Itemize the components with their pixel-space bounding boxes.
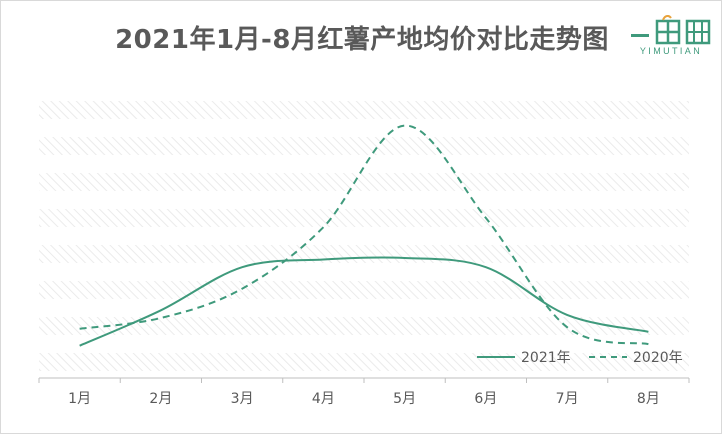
grid-band xyxy=(39,245,689,263)
grid-band xyxy=(39,173,689,191)
x-axis: 1月 2月 3月 4月 5月 6月 7月 8月 xyxy=(38,377,690,407)
grid-band xyxy=(39,101,689,119)
x-tick-label: 6月 xyxy=(474,391,497,407)
logo-text: YIMUTIAN xyxy=(639,46,703,56)
grid-band xyxy=(39,137,689,155)
x-tick-label: 3月 xyxy=(231,391,254,407)
x-tick-label: 5月 xyxy=(393,391,416,407)
x-tick-label: 2月 xyxy=(149,391,172,407)
series-line-2020年 xyxy=(79,124,649,346)
grid-band xyxy=(39,281,689,299)
grid-band xyxy=(39,317,689,335)
series-lines xyxy=(79,124,649,347)
x-tick-label: 8月 xyxy=(637,391,660,407)
yimutian-logo: YIMUTIAN xyxy=(625,14,717,59)
x-tick-label: 4月 xyxy=(312,391,335,407)
x-tick-label: 1月 xyxy=(68,391,91,407)
legend: 2021年 2020年 xyxy=(477,350,683,366)
series-line-2021年 xyxy=(79,256,649,347)
grid-band xyxy=(39,209,689,227)
legend-label: 2020年 xyxy=(633,350,683,366)
chart-title: 2021年1月-8月红薯产地均价对比走势图 xyxy=(115,25,609,55)
x-tick-label: 7月 xyxy=(556,391,579,407)
logo-mark-icon xyxy=(631,14,711,45)
legend-label: 2021年 xyxy=(521,350,571,366)
grid-band xyxy=(39,353,689,371)
grid-bands xyxy=(39,101,689,371)
